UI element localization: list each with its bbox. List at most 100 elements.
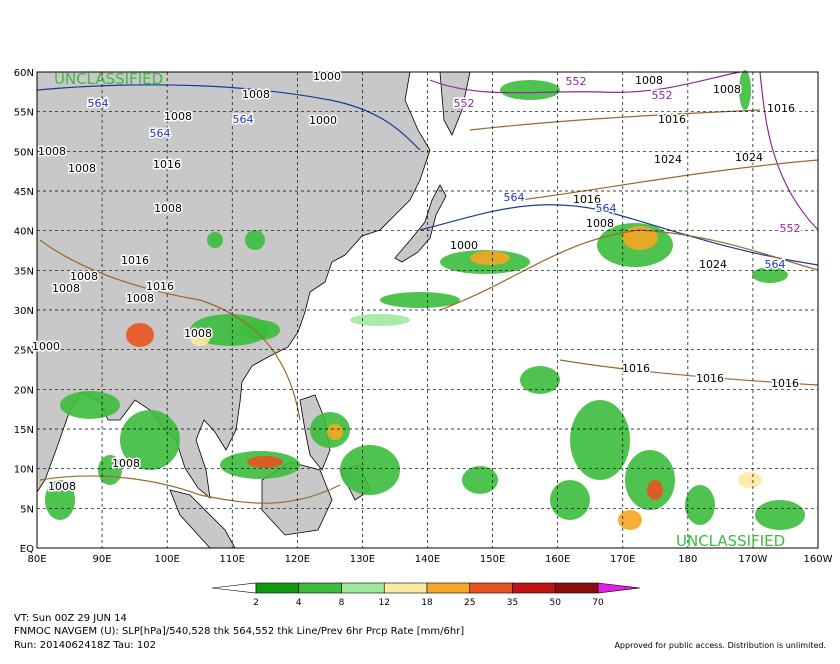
precip-area xyxy=(126,323,154,347)
colorbar-label: 70 xyxy=(592,598,604,608)
contour-label: 552 xyxy=(566,75,587,88)
contour-label: 1016 xyxy=(146,280,174,293)
precip-area xyxy=(752,267,788,283)
precip-area xyxy=(500,80,560,100)
lat-label: 55N xyxy=(14,108,34,119)
slp-contour xyxy=(469,109,761,131)
colorbar-low-triangle xyxy=(211,582,257,594)
colorbar-label: 50 xyxy=(550,598,562,608)
precip-area xyxy=(550,480,590,520)
precip-area xyxy=(470,251,510,265)
contour-label: 552 xyxy=(652,89,673,102)
contour-label: 1016 xyxy=(696,372,724,385)
thickness-552 xyxy=(429,71,741,94)
lon-label: 150E xyxy=(480,554,505,565)
lat-label: 60N xyxy=(14,68,34,79)
contour-label: 1008 xyxy=(68,162,96,175)
lat-label: 40N xyxy=(14,227,34,238)
precip-area xyxy=(685,485,715,525)
contour-label: 564 xyxy=(504,191,525,204)
lat-label: 20N xyxy=(14,385,34,396)
contour-label: 564 xyxy=(88,97,109,110)
slp-contour xyxy=(439,229,819,311)
colorbar-bin xyxy=(512,582,556,594)
colorbar-label: 4 xyxy=(296,598,302,608)
colorbar-bin xyxy=(341,582,385,594)
contour-label: 564 xyxy=(765,258,786,271)
colorbar-high-triangle xyxy=(597,582,641,594)
colorbar-label: 8 xyxy=(339,598,345,608)
contour-label: 1008 xyxy=(713,83,741,96)
slp-contour xyxy=(559,359,819,386)
contour-label: 1000 xyxy=(32,340,60,353)
contour-label: 1008 xyxy=(126,292,154,305)
lon-label: 90E xyxy=(93,554,112,565)
contour-label: 1008 xyxy=(52,282,80,295)
classification: UNCLASSIFIED xyxy=(54,70,163,88)
asia xyxy=(36,71,431,499)
slp-contour xyxy=(519,159,819,201)
colorbar-label: 35 xyxy=(507,598,518,608)
land xyxy=(36,71,471,549)
lon-label: 130E xyxy=(350,554,375,565)
lon-label: 180 xyxy=(678,554,697,565)
lat-label: 15N xyxy=(14,425,34,436)
contours xyxy=(36,71,819,504)
contour-label: 1016 xyxy=(771,377,799,390)
classification: UNCLASSIFIED xyxy=(676,532,785,550)
contour-label: 1016 xyxy=(121,254,149,267)
precip-area xyxy=(340,445,400,495)
lat-label: 5N xyxy=(20,504,34,515)
map-frame xyxy=(36,71,819,549)
contour-label: 1000 xyxy=(450,239,478,252)
contour-label: 1008 xyxy=(112,457,140,470)
contour-label: 552 xyxy=(780,222,801,235)
lon-label: 140E xyxy=(415,554,440,565)
contour-label: 1000 xyxy=(309,114,337,127)
lon-label: 170W xyxy=(738,554,767,565)
slp-contour xyxy=(39,239,301,421)
precip-area xyxy=(520,366,560,394)
colorbar-bin xyxy=(554,582,599,594)
precip-area xyxy=(647,480,663,500)
valid-time: VT: Sun 00Z 29 JUN 14 xyxy=(14,613,127,624)
lon-label: 160E xyxy=(545,554,570,565)
colorbar-label: 18 xyxy=(421,598,433,608)
precip-area xyxy=(570,400,630,480)
lon-label: 170E xyxy=(610,554,635,565)
precip-area xyxy=(380,292,460,308)
contour-label: 1008 xyxy=(70,270,98,283)
colorbar-bin xyxy=(426,582,471,594)
contour-label: 1016 xyxy=(622,362,650,375)
precip-area xyxy=(245,230,265,250)
contour-label: 1000 xyxy=(313,70,341,83)
colorbar: 2 4 8 12 18 25 35 50 70 xyxy=(211,582,641,608)
precip-area xyxy=(190,330,210,346)
precip-area xyxy=(618,510,642,530)
precip-area xyxy=(622,226,658,250)
graticule xyxy=(37,72,818,548)
contour-label: 564 xyxy=(233,113,254,126)
lon-label: 110E xyxy=(220,554,245,565)
lon-label: 160W xyxy=(804,554,833,565)
contour-label: 1008 xyxy=(38,145,66,158)
contour-label: 1016 xyxy=(573,193,601,206)
colorbar-bin xyxy=(298,582,342,594)
thickness-564 xyxy=(36,84,421,151)
lat-label: 50N xyxy=(14,147,34,158)
precip-area xyxy=(350,314,410,326)
colorbar-bin xyxy=(383,582,428,594)
contour-label: 1008 xyxy=(48,480,76,493)
colorbar-label: 12 xyxy=(379,598,390,608)
precip-area xyxy=(755,500,805,530)
precip-area xyxy=(120,410,180,470)
colorbar-label: 2 xyxy=(253,598,259,608)
precip-area xyxy=(462,466,498,494)
contour-label: 552 xyxy=(454,97,475,110)
thickness-564 xyxy=(419,204,819,266)
colorbar-bin xyxy=(255,582,300,594)
lat-label: 25N xyxy=(14,346,34,357)
run-info: Run: 2014062418Z Tau: 102 xyxy=(14,640,156,651)
contour-label: 1016 xyxy=(767,102,795,115)
